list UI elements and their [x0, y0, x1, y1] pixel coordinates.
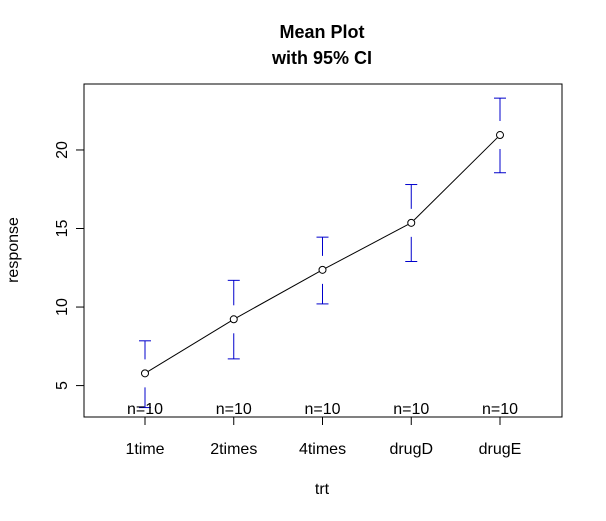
- y-tick-label: 20: [54, 141, 71, 159]
- n-label: n=10: [393, 401, 429, 418]
- mean-line-segment: [144, 318, 235, 374]
- mean-point-drugE: [496, 131, 504, 140]
- y-tick-label: 5: [54, 381, 71, 390]
- confidence-intervals: [139, 97, 506, 409]
- x-axis-label: trt: [315, 481, 330, 498]
- x-tick-label-drugE: drugE: [479, 441, 522, 458]
- n-label: n=10: [482, 401, 518, 418]
- mean-line-segment: [410, 134, 501, 224]
- y-tick-label: 10: [54, 298, 71, 316]
- ci-bar-drugD: [405, 184, 418, 262]
- x-tick-label-1time: 1time: [125, 441, 164, 458]
- y-tick-label: 15: [54, 220, 71, 238]
- y-axis-label: response: [5, 217, 22, 283]
- x-tick-label-4times: 4times: [299, 441, 346, 458]
- mean-line-segment: [233, 269, 323, 320]
- mean-points: [141, 131, 504, 378]
- ci-bar-drugE: [494, 97, 506, 174]
- mean-point-2times: [229, 315, 238, 324]
- chart-subtitle: with 95% CI: [271, 48, 372, 68]
- x-axis: 1time 2times 4times drugD drugE: [125, 416, 522, 458]
- ci-bar-2times: [227, 279, 240, 360]
- n-label: n=10: [304, 401, 340, 418]
- n-label: n=10: [127, 401, 163, 418]
- ci-bar-4times: [316, 236, 329, 305]
- sample-size-labels: n=10 n=10 n=10 n=10 n=10: [127, 401, 518, 418]
- y-axis: 5 10 15 20: [54, 141, 85, 390]
- mean-line: [144, 134, 501, 374]
- mean-point-1time: [141, 369, 149, 378]
- x-tick-label-drugD: drugD: [389, 441, 433, 458]
- mean-point-drugD: [407, 218, 416, 227]
- chart-title: Mean Plot: [279, 22, 364, 42]
- mean-line-segment: [322, 222, 412, 271]
- x-tick-label-2times: 2times: [210, 441, 257, 458]
- n-label: n=10: [216, 401, 252, 418]
- mean-point-4times: [318, 265, 327, 274]
- ci-bar-1time: [139, 340, 151, 409]
